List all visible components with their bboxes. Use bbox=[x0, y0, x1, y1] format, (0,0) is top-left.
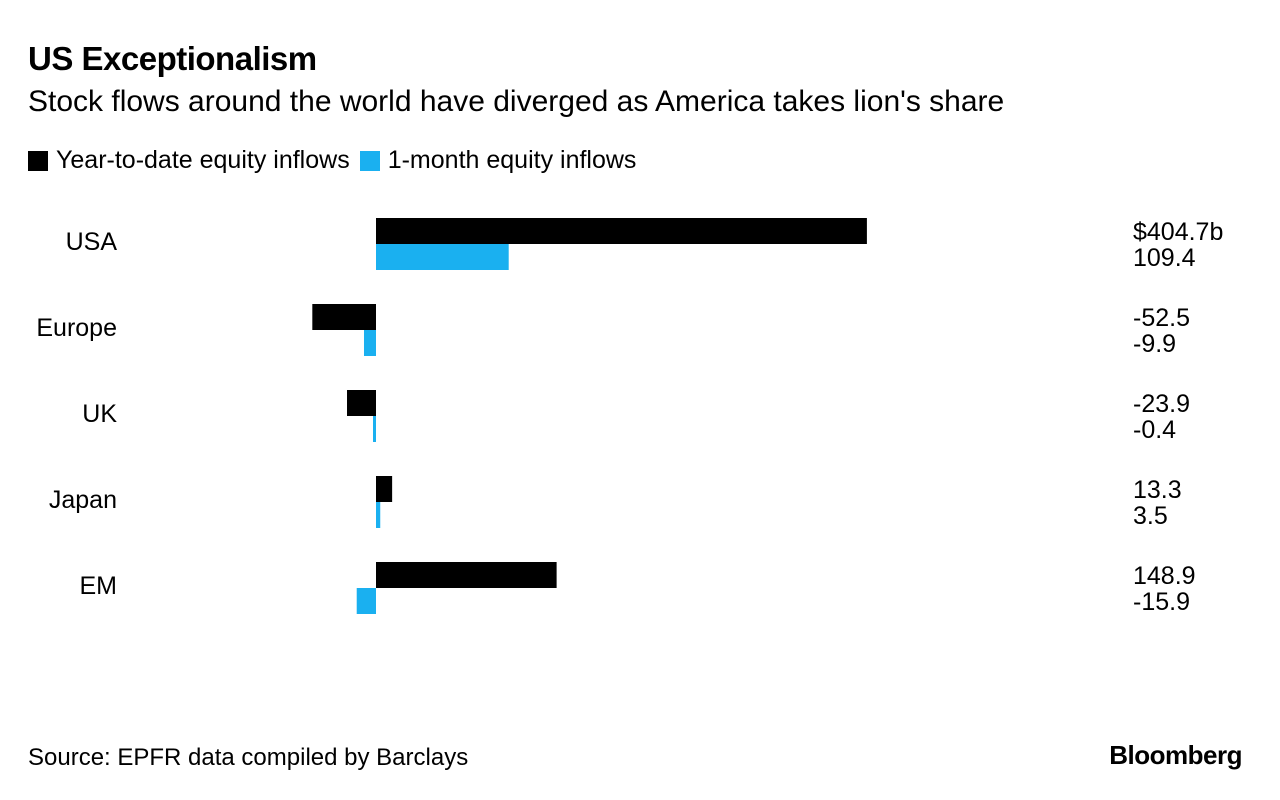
legend-swatch-1m bbox=[359, 150, 380, 171]
legend-label-ytd: Year-to-date equity inflows bbox=[56, 146, 350, 174]
value-label-japan-ytd: 13.3 bbox=[1133, 476, 1182, 504]
legend-item-ytd: Year-to-date equity inflows bbox=[28, 146, 350, 175]
value-label-japan-1m: 3.5 bbox=[1133, 502, 1168, 530]
legend-item-1m: 1-month equity inflows bbox=[359, 146, 637, 175]
bar-usa-ytd bbox=[376, 218, 867, 244]
bar-japan-1m bbox=[376, 502, 381, 528]
legend-label-1m: 1-month equity inflows bbox=[387, 146, 637, 174]
category-label-usa: USA bbox=[66, 228, 118, 256]
legend-swatch-ytd bbox=[28, 150, 48, 171]
value-label-usa-1m: 109.4 bbox=[1133, 244, 1196, 272]
bar-uk-1m bbox=[373, 416, 376, 442]
category-label-europe: Europe bbox=[36, 314, 117, 342]
bar-usa-1m bbox=[376, 244, 509, 270]
bar-em-1m bbox=[356, 588, 376, 614]
category-label-uk: UK bbox=[82, 400, 117, 428]
legend: Year-to-date equity inflows 1-month equi… bbox=[28, 146, 646, 175]
bar-japan-ytd bbox=[376, 476, 393, 502]
bar-em-ytd bbox=[376, 562, 557, 588]
value-label-europe-1m: -9.9 bbox=[1133, 330, 1176, 358]
category-label-japan: Japan bbox=[49, 486, 117, 514]
bar-europe-1m bbox=[363, 330, 376, 356]
bar-uk-ytd bbox=[347, 390, 376, 416]
chart-subtitle: Stock flows around the world have diverg… bbox=[28, 85, 1005, 118]
chart-title: US Exceptionalism bbox=[28, 40, 317, 77]
category-label-em: EM bbox=[80, 572, 118, 600]
value-label-em-ytd: 148.9 bbox=[1133, 562, 1196, 590]
source-note: Source: EPFR data compiled by Barclays bbox=[28, 744, 469, 771]
bar-europe-ytd bbox=[312, 304, 376, 330]
value-label-europe-ytd: -52.5 bbox=[1133, 304, 1190, 332]
value-label-em-1m: -15.9 bbox=[1133, 588, 1190, 616]
value-label-uk-1m: -0.4 bbox=[1133, 416, 1176, 444]
bloomberg-logo: Bloomberg bbox=[1109, 740, 1242, 770]
value-label-uk-ytd: -23.9 bbox=[1133, 390, 1190, 418]
value-label-usa-ytd: $404.7b bbox=[1133, 218, 1223, 246]
